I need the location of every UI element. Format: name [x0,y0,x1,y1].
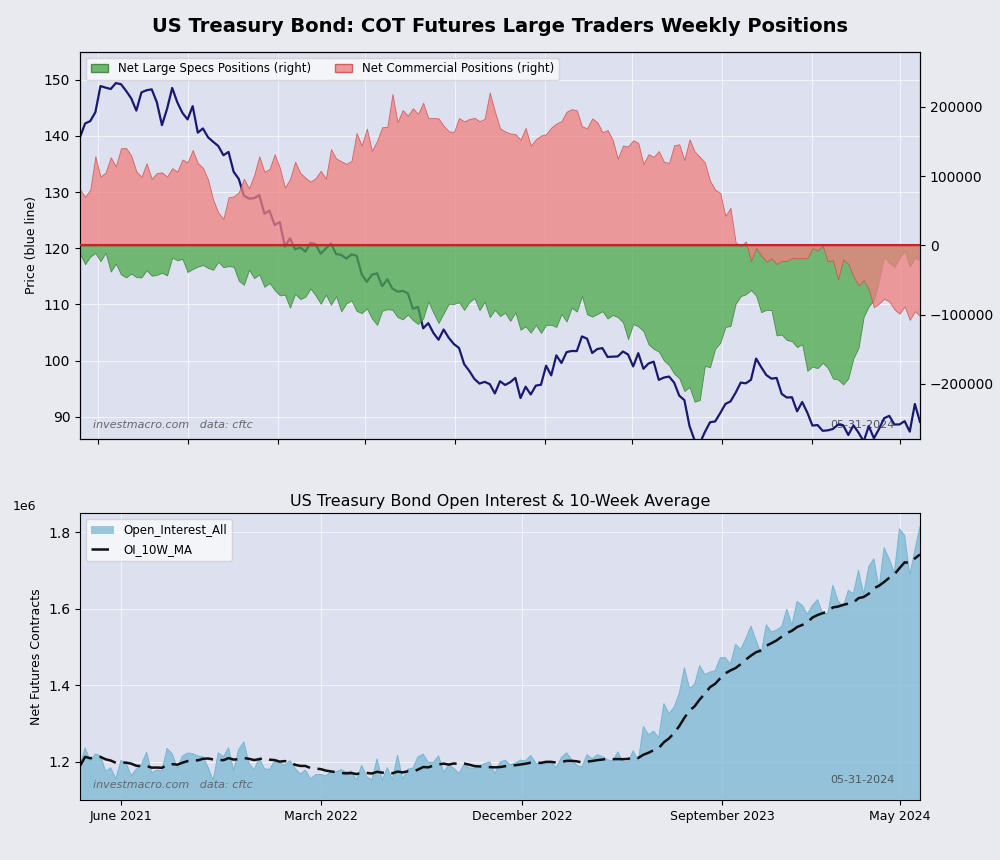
Text: US Treasury Bond: COT Futures Large Traders Weekly Positions: US Treasury Bond: COT Futures Large Trad… [152,17,848,36]
Title: US Treasury Bond Open Interest & 10-Week Average: US Treasury Bond Open Interest & 10-Week… [290,494,710,509]
Text: investmacro.com   data: cftc: investmacro.com data: cftc [93,780,252,790]
Text: 05-31-2024: 05-31-2024 [830,775,895,784]
Text: 1e6: 1e6 [13,501,36,513]
Legend: Net Large Specs Positions (right), Net Commercial Positions (right): Net Large Specs Positions (right), Net C… [86,58,559,80]
Text: 05-31-2024: 05-31-2024 [830,420,895,429]
Y-axis label: Price (blue line): Price (blue line) [25,196,38,294]
Legend: Open_Interest_All, OI_10W_MA: Open_Interest_All, OI_10W_MA [86,519,232,561]
Text: investmacro.com   data: cftc: investmacro.com data: cftc [93,420,252,429]
Y-axis label: Net Futures Contracts: Net Futures Contracts [30,588,43,725]
